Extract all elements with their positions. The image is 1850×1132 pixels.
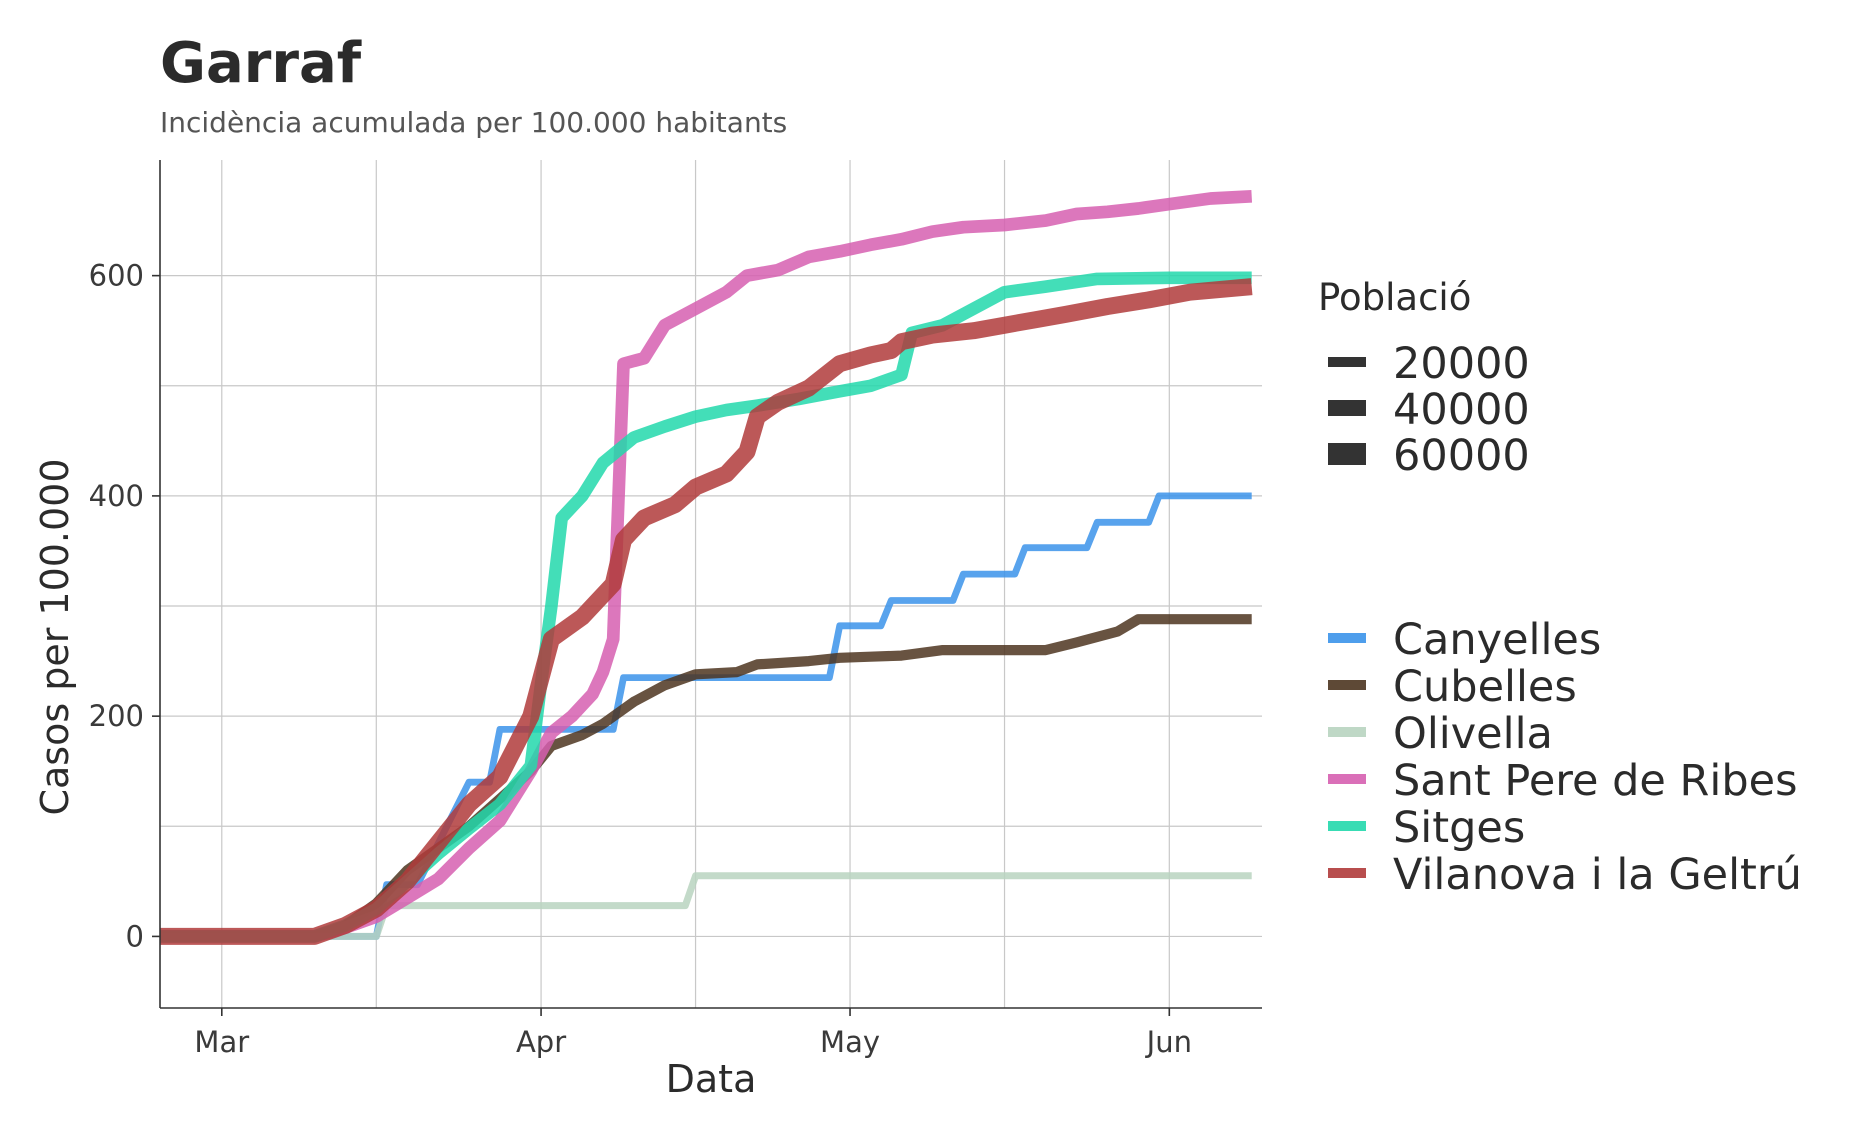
size-legend-label: 20000	[1393, 339, 1530, 389]
x-tick-label: Mar	[194, 1025, 249, 1059]
x-tick-label: Jun	[1145, 1025, 1192, 1059]
series-line-cubelles	[160, 614, 1252, 942]
size-legend-key	[1328, 443, 1366, 465]
y-tick-label: 400	[89, 479, 144, 513]
x-axis-title: Data	[666, 1057, 757, 1101]
chart-title: Garraf	[160, 31, 362, 96]
color-legend-label: Sant Pere de Ribes	[1393, 756, 1798, 806]
color-legend-label: Sitges	[1393, 803, 1525, 853]
y-tick-label: 0	[126, 919, 144, 953]
x-tick-label: May	[820, 1025, 880, 1059]
size-legend-label: 40000	[1393, 385, 1530, 435]
tick-labels: 0 200 400 600 Mar Apr May Jun	[89, 259, 1192, 1059]
series-lines	[160, 189, 1253, 945]
y-tick-label: 600	[89, 259, 144, 293]
series-line-sitges	[160, 271, 1252, 943]
color-legend-label: Cubelles	[1393, 662, 1577, 712]
size-legend-label: 60000	[1393, 431, 1530, 481]
series-line-olivella	[160, 872, 1252, 940]
series-line-vilanova-i-la-geltr-	[160, 278, 1253, 945]
color-legend-label: Olivella	[1393, 709, 1553, 759]
y-axis-title: Casos per 100.000	[33, 458, 77, 815]
axes	[159, 160, 1262, 1009]
size-legend-key	[1328, 357, 1366, 367]
gridlines	[160, 160, 1262, 1008]
size-legend-key	[1328, 400, 1366, 416]
chart-subtitle: Incidència acumulada per 100.000 habitan…	[160, 106, 787, 139]
size-legend-title: Població	[1318, 276, 1471, 319]
color-legend-label: Canyelles	[1393, 615, 1601, 665]
y-tick-label: 200	[89, 699, 144, 733]
x-tick-label: Apr	[516, 1025, 566, 1059]
series-line-sant-pere-de-ribes	[160, 189, 1253, 943]
color-legend-label: Vilanova i la Geltrú	[1393, 850, 1802, 900]
